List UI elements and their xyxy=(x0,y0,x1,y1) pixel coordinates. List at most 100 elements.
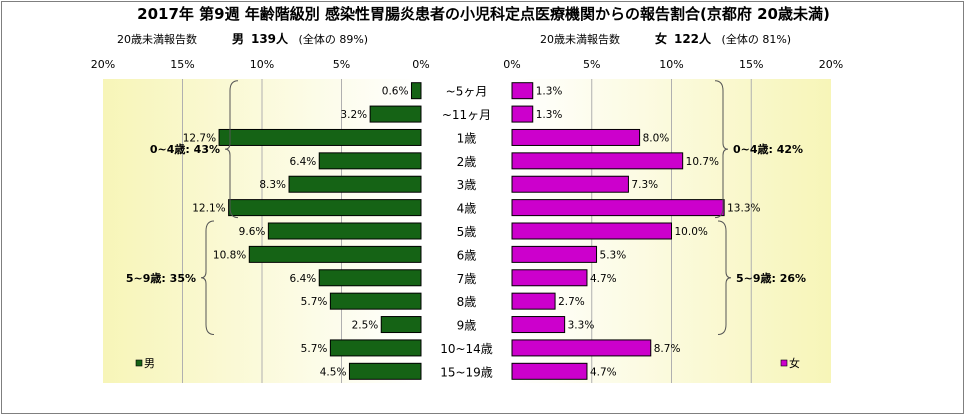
male-header: 20歳未満報告数 男 139人 (全体の 89%) xyxy=(117,30,368,47)
female-header: 20歳未満報告数 女 122人 (全体の 81%) xyxy=(540,30,791,47)
male-value-label: 2.5% xyxy=(352,320,379,332)
category-label: 3歳 xyxy=(457,178,477,192)
male-group-brace xyxy=(200,220,215,336)
female-value-label: 4.7% xyxy=(590,273,617,285)
category-label: ~11ヶ月 xyxy=(442,108,491,122)
female-legend-label: 女 xyxy=(789,356,800,370)
male-value-label: 8.3% xyxy=(259,179,286,191)
male-header-label: 20歳未満報告数 xyxy=(117,33,197,46)
male-bar xyxy=(369,105,422,123)
female-bar xyxy=(511,222,672,240)
female-bar xyxy=(511,292,556,310)
male-group-label: 0~4歳: 43% xyxy=(150,142,220,156)
male-legend-swatch xyxy=(135,359,143,367)
female-value-label: 7.3% xyxy=(631,179,658,191)
male-value-label: 6.4% xyxy=(290,156,317,168)
male-bar xyxy=(288,175,422,193)
male-bar xyxy=(267,222,422,240)
female-bar xyxy=(511,152,684,170)
female-bar xyxy=(511,82,534,100)
chart-title: 2017年 第9週 年齢階級別 感染性胃腸炎患者の小児科定点医療機関からの報告割… xyxy=(137,5,830,23)
female-bar xyxy=(511,269,588,287)
female-value-label: 10.0% xyxy=(675,226,708,238)
female-x-tick-label: 20% xyxy=(819,58,843,71)
male-bar xyxy=(348,362,422,380)
female-value-label: 8.7% xyxy=(654,343,681,355)
male-value-label: 6.4% xyxy=(290,273,317,285)
male-value-label: 10.8% xyxy=(213,249,246,261)
female-bar xyxy=(511,175,629,193)
male-bar xyxy=(329,292,422,310)
male-bar xyxy=(318,269,422,287)
female-value-label: 13.3% xyxy=(727,203,760,215)
category-label: 5歳 xyxy=(457,225,477,239)
female-header-label: 20歳未満報告数 xyxy=(540,33,620,46)
male-bar xyxy=(380,316,422,334)
female-value-label: 10.7% xyxy=(686,156,719,168)
male-bar xyxy=(329,339,422,357)
male-value-label: 12.7% xyxy=(183,132,216,144)
female-legend-swatch xyxy=(780,359,788,367)
male-x-tick-label: 5% xyxy=(333,58,350,71)
male-value-label: 12.1% xyxy=(192,203,225,215)
male-value-label: 5.7% xyxy=(301,343,328,355)
category-label: 6歳 xyxy=(457,248,477,262)
female-x-tick-label: 5% xyxy=(583,58,600,71)
female-group-label: 0~4歳: 42% xyxy=(733,142,803,156)
category-label: 9歳 xyxy=(457,319,477,333)
female-bar xyxy=(511,199,725,217)
male-value-label: 0.6% xyxy=(382,86,409,98)
male-x-tick-label: 20% xyxy=(91,58,115,71)
male-value-label: 4.5% xyxy=(320,366,347,378)
female-header-sex: 女 xyxy=(654,32,667,46)
female-value-label: 8.0% xyxy=(643,132,670,144)
male-bar xyxy=(218,128,422,146)
female-value-label: 5.3% xyxy=(600,249,627,261)
male-bar xyxy=(228,199,422,217)
female-header-count: 122人 xyxy=(673,32,712,46)
female-x-tick-label: 10% xyxy=(659,58,683,71)
male-legend-label: 男 xyxy=(144,357,155,370)
female-group-label: 5~9歳: 26% xyxy=(736,271,806,285)
category-label: ~5ヶ月 xyxy=(446,85,488,99)
female-header-share: (全体の 81%) xyxy=(721,33,792,46)
male-value-label: 5.7% xyxy=(301,296,328,308)
female-group-brace xyxy=(714,80,729,219)
female-bar xyxy=(511,339,652,357)
male-value-label: 9.6% xyxy=(239,226,266,238)
female-value-label: 3.3% xyxy=(568,320,595,332)
male-group-brace xyxy=(224,80,239,219)
female-bar xyxy=(511,316,566,334)
category-label: 15~19歳 xyxy=(440,365,493,379)
female-bar xyxy=(511,245,598,263)
female-value-label: 2.7% xyxy=(558,296,585,308)
male-value-label: 3.2% xyxy=(340,109,367,121)
female-value-label: 4.7% xyxy=(590,366,617,378)
female-value-label: 1.3% xyxy=(536,109,563,121)
male-bar xyxy=(318,152,422,170)
female-bar xyxy=(511,128,641,146)
category-label: 1歳 xyxy=(457,131,477,145)
male-header-share: (全体の 89%) xyxy=(298,33,369,46)
male-x-tick-label: 15% xyxy=(170,58,194,71)
category-label: 10~14歳 xyxy=(440,342,493,356)
male-x-tick-label: 0% xyxy=(412,58,429,71)
male-bar xyxy=(410,82,422,100)
female-x-tick-label: 0% xyxy=(503,58,520,71)
male-header-count: 139人 xyxy=(250,32,289,46)
female-bar xyxy=(511,105,534,123)
female-group-brace xyxy=(717,220,732,336)
male-x-tick-label: 10% xyxy=(250,58,274,71)
category-label: 4歳 xyxy=(457,202,477,216)
category-label: 7歳 xyxy=(457,272,477,286)
male-bar xyxy=(248,245,422,263)
male-header-sex: 男 xyxy=(231,32,244,46)
female-x-tick-label: 15% xyxy=(739,58,763,71)
female-bar xyxy=(511,362,588,380)
category-label: 2歳 xyxy=(457,155,477,169)
category-label: 8歳 xyxy=(457,295,477,309)
female-value-label: 1.3% xyxy=(536,86,563,98)
male-group-label: 5~9歳: 35% xyxy=(126,271,196,285)
